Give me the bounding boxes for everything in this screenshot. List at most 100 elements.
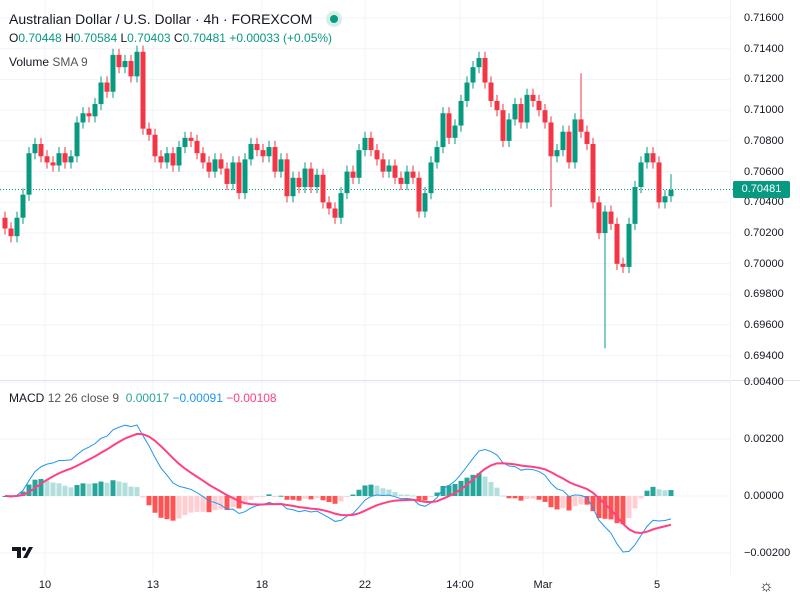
candle-body	[242, 159, 248, 194]
candle-body	[74, 122, 80, 157]
macd-histogram-bar	[116, 481, 122, 496]
macd-histogram-bar	[482, 476, 488, 496]
macd-histogram-bar	[446, 485, 452, 496]
macd-histogram-bar	[290, 496, 296, 500]
macd-histogram-bar	[254, 496, 260, 498]
candle-body	[596, 202, 602, 234]
macd-histogram-bar	[578, 496, 584, 505]
macd-histogram-bar	[188, 496, 194, 513]
macd-histogram-bar	[74, 485, 80, 496]
candle-body	[188, 137, 194, 141]
macd-histogram-bar	[212, 496, 218, 511]
candle-body	[308, 168, 314, 188]
macd-histogram-bar	[236, 496, 242, 509]
macd-histogram-bar	[224, 496, 230, 511]
tradingview-logo[interactable]	[10, 541, 40, 563]
candle-body	[416, 177, 422, 212]
candle-body	[506, 119, 512, 141]
macd-histogram-bar	[656, 489, 662, 496]
macd-histogram-bar	[320, 496, 326, 501]
macd-histogram-bar	[350, 494, 356, 496]
macd-histogram-bar	[356, 489, 362, 496]
candle-body	[56, 153, 62, 166]
price-tick: 0.70400	[744, 196, 784, 209]
time-tick: 14:00	[446, 579, 474, 591]
candle-body	[386, 165, 392, 172]
candle-body	[320, 174, 326, 203]
candle-body	[398, 177, 404, 184]
macd-histogram-bar	[536, 496, 542, 500]
candle-body	[512, 104, 518, 120]
candle-body	[662, 196, 668, 203]
macd-histogram-bar	[386, 489, 392, 496]
settings-gear-icon[interactable]: ☼	[759, 578, 774, 595]
macd-histogram-bar	[56, 483, 62, 496]
candle-body	[296, 177, 302, 188]
volume-legend[interactable]: Volume SMA 9	[9, 55, 88, 69]
price-tick: 0.69800	[744, 288, 784, 301]
candle-body	[572, 119, 578, 163]
macd-tick: 0.00200	[744, 433, 784, 445]
price-tick: 0.70000	[744, 257, 784, 270]
candle-body	[284, 159, 290, 197]
macd-histogram-bar	[332, 496, 338, 504]
candle-body	[464, 82, 470, 101]
candle-body	[374, 150, 380, 160]
macd-histogram-bar	[200, 496, 206, 512]
candle-body	[260, 150, 266, 157]
candle-body	[50, 162, 56, 166]
candle-body	[224, 168, 230, 184]
candle-body	[266, 147, 272, 157]
macd-legend[interactable]: MACD 12 26 close 9 0.00017 −0.00091 −0.0…	[9, 391, 277, 405]
candle-body	[200, 153, 206, 163]
candle-body	[518, 104, 524, 123]
candle-body	[620, 263, 626, 267]
macd-histogram-bar	[404, 494, 410, 496]
time-tick: 5	[653, 579, 661, 591]
candle-body	[656, 162, 662, 203]
macd-histogram-bar	[122, 482, 128, 496]
macd-histogram-bar	[410, 495, 416, 497]
candle-body	[164, 153, 170, 163]
macd-histogram-bar	[80, 483, 86, 496]
macd-histogram-bar	[368, 484, 374, 496]
candle-body	[500, 110, 506, 141]
candle-body	[338, 193, 344, 218]
macd-histogram-bar	[464, 477, 470, 496]
high-value: 0.70584	[73, 31, 118, 45]
candle-body	[26, 153, 32, 195]
time-tick: 10	[38, 579, 52, 591]
open-label: O	[9, 31, 19, 45]
high-label: H	[65, 31, 74, 45]
candle-body	[644, 153, 650, 163]
ohlc-legend: O0.70448 H0.70584 L0.70403 C0.70481 +0.0…	[9, 31, 332, 45]
macd-histogram-bar	[476, 473, 482, 496]
price-tick: 0.71600	[744, 12, 784, 24]
macd-histogram-bar	[182, 496, 188, 516]
candle-body	[422, 193, 428, 212]
macd-histogram-bar	[140, 496, 146, 498]
candle-body	[434, 147, 440, 163]
macd-histogram-bar	[206, 496, 212, 513]
time-tick: 18	[255, 579, 269, 591]
candle-body	[428, 162, 434, 194]
candle-body	[554, 150, 560, 157]
candle-body	[272, 147, 278, 172]
symbol-title: Australian Dollar / U.S. Dollar · 4h · F…	[9, 8, 343, 27]
candle-body	[404, 171, 410, 184]
macd-histogram-bar	[128, 486, 134, 496]
macd-histogram-bar	[620, 496, 626, 525]
macd-histogram-bar	[422, 496, 428, 501]
candle-body	[128, 61, 134, 77]
candle-body	[524, 94, 530, 123]
candle-body	[152, 134, 158, 157]
macd-histogram-bar	[548, 496, 554, 508]
macd-hist-value: 0.00017	[125, 391, 170, 405]
macd-histogram-bar	[296, 496, 302, 501]
macd-histogram-bar	[248, 496, 254, 500]
close-label: C	[173, 31, 183, 45]
candle-body	[170, 153, 176, 166]
macd-histogram-bar	[560, 496, 566, 509]
volume-sma-label: SMA 9	[52, 55, 88, 69]
